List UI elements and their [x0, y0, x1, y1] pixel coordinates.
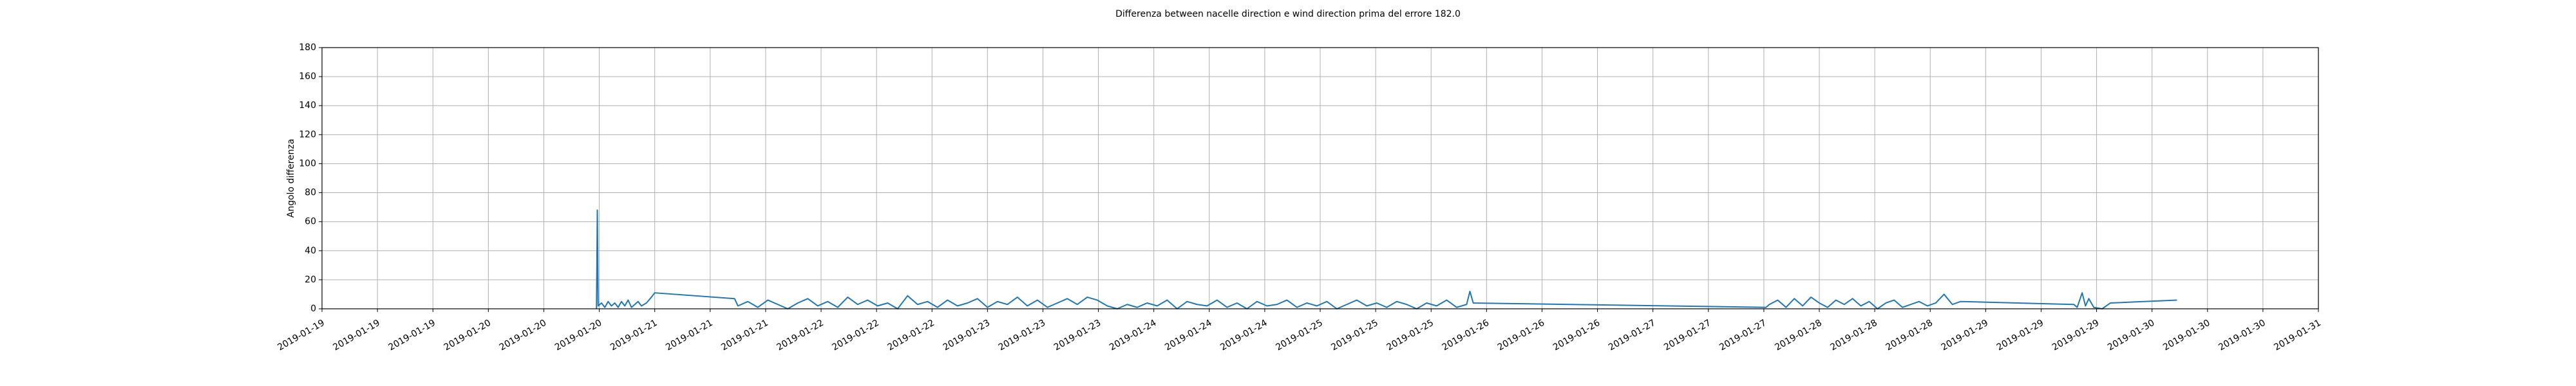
x-tick-label: 2019-01-30	[2106, 318, 2156, 353]
x-tick-label: 2019-01-21	[719, 318, 770, 353]
y-tick-label: 40	[305, 246, 316, 256]
y-tick-label: 140	[299, 100, 316, 111]
x-tick-label: 2019-01-24	[1108, 318, 1159, 353]
y-tick-label: 0	[310, 304, 316, 314]
x-tick-label: 2019-01-29	[1940, 318, 1990, 353]
x-tick-label: 2019-01-28	[1773, 318, 1823, 353]
x-tick-label: 2019-01-27	[1718, 318, 1768, 353]
x-tick-label: 2019-01-23	[1052, 318, 1103, 353]
x-tick-label: 2019-01-22	[886, 318, 936, 353]
x-tick-label: 2019-01-29	[1995, 318, 2045, 353]
x-tick-label: 2019-01-30	[2161, 318, 2211, 353]
x-tick-label: 2019-01-22	[775, 318, 825, 353]
x-tick-label: 2019-01-27	[1662, 318, 1712, 353]
x-tick-label: 2019-01-19	[331, 318, 381, 353]
x-tick-label: 2019-01-23	[942, 318, 992, 353]
x-tick-label: 2019-01-19	[387, 318, 437, 353]
y-tick-label: 100	[299, 158, 316, 169]
y-tick-label: 60	[305, 217, 316, 227]
x-tick-label: 2019-01-19	[276, 318, 326, 353]
x-tick-label: 2019-01-26	[1496, 318, 1547, 353]
x-tick-label: 2019-01-31	[2272, 318, 2322, 353]
x-tick-label: 2019-01-20	[442, 318, 493, 353]
y-tick-label: 160	[299, 71, 316, 82]
x-tick-label: 2019-01-24	[1218, 318, 1269, 353]
y-axis-label: Angolo differenza	[286, 139, 296, 218]
x-tick-label: 2019-01-22	[830, 318, 880, 353]
data-line	[596, 209, 2177, 309]
x-tick-label: 2019-01-24	[1163, 318, 1214, 353]
y-tick-label: 180	[299, 42, 316, 53]
x-tick-label: 2019-01-26	[1441, 318, 1492, 353]
y-tick-label: 20	[305, 275, 316, 285]
x-tick-label: 2019-01-30	[2217, 318, 2267, 353]
x-tick-label: 2019-01-25	[1385, 318, 1435, 353]
chart-title: Differenza between nacelle direction e w…	[1115, 9, 1461, 19]
x-tick-label: 2019-01-25	[1274, 318, 1324, 353]
x-tick-label: 2019-01-23	[997, 318, 1047, 353]
y-tick-label: 80	[305, 188, 316, 198]
x-tick-label: 2019-01-29	[2050, 318, 2101, 353]
y-tick-label: 120	[299, 129, 316, 140]
x-tick-label: 2019-01-25	[1329, 318, 1379, 353]
x-tick-label: 2019-01-20	[553, 318, 603, 353]
x-tick-label: 2019-01-21	[609, 318, 659, 353]
x-tick-label: 2019-01-21	[664, 318, 714, 353]
x-tick-label: 2019-01-28	[1884, 318, 1935, 353]
plot-frame	[321, 47, 2319, 309]
x-tick-label: 2019-01-26	[1551, 318, 1602, 353]
x-tick-label: 2019-01-28	[1828, 318, 1879, 353]
x-tick-label: 2019-01-27	[1607, 318, 1657, 353]
x-tick-label: 2019-01-20	[498, 318, 548, 353]
